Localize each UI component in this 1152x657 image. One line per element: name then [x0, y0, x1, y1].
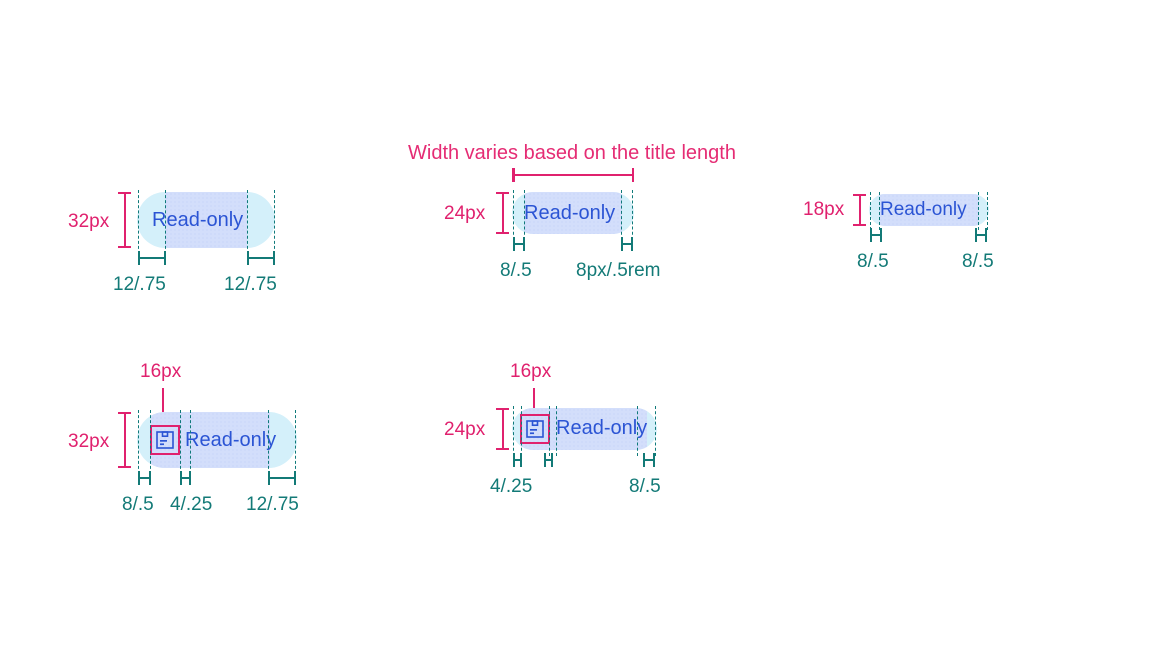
guide-line — [138, 190, 139, 254]
guide-line — [621, 190, 622, 240]
guide-line — [632, 190, 633, 240]
guide-line — [870, 192, 871, 230]
width-note-label: Width varies based on the title length — [408, 142, 736, 164]
icon-size-label: 16px — [510, 361, 552, 382]
icon-callout-leader-line — [533, 388, 535, 418]
padding-measure-beam — [513, 453, 522, 467]
tag-content-band — [879, 194, 979, 226]
padding-label: 12/.75 — [224, 274, 277, 295]
height-measure-beam — [496, 408, 509, 450]
tag-label: Read-only — [556, 417, 648, 439]
padding-label: 12/.75 — [246, 494, 299, 515]
tag-label: Read-only — [880, 199, 967, 220]
padding-label: 8px/.5rem — [576, 260, 661, 281]
tag-label: Read-only — [524, 202, 616, 224]
padding-measure-beam — [180, 471, 191, 485]
padding-measure-beam — [544, 453, 553, 467]
tag-label: Read-only — [185, 429, 277, 451]
tag-chip — [869, 194, 989, 226]
padding-measure-beam — [138, 251, 166, 265]
padding-measure-beam — [513, 237, 525, 251]
height-measure-beam — [118, 192, 131, 248]
padding-label: 4/.25 — [490, 476, 533, 497]
guide-line — [247, 190, 248, 254]
guide-line — [138, 410, 139, 474]
box-icon — [520, 414, 550, 444]
guide-line — [295, 410, 296, 474]
guide-line — [637, 406, 638, 456]
tag-label: Read-only — [152, 209, 244, 231]
guide-line — [165, 190, 166, 254]
guide-line — [549, 406, 550, 456]
guide-line — [521, 406, 522, 456]
padding-measure-beam — [138, 471, 151, 485]
padding-measure-beam — [975, 228, 987, 242]
guide-line — [274, 190, 275, 254]
tag-chip — [512, 192, 634, 234]
tag-chip — [137, 192, 275, 248]
guide-line — [150, 410, 151, 474]
padding-label: 12/.75 — [113, 274, 166, 295]
tag-chip — [137, 412, 297, 468]
height-label: 24px — [444, 203, 486, 224]
tag-content-band — [165, 192, 247, 248]
padding-measure-beam — [870, 228, 882, 242]
padding-measure-beam — [247, 251, 275, 265]
box-icon — [150, 425, 180, 455]
guide-line — [655, 406, 656, 456]
height-label: 18px — [803, 199, 845, 220]
height-measure-beam — [853, 194, 866, 226]
padding-measure-beam — [268, 471, 296, 485]
height-measure-beam — [496, 192, 509, 234]
padding-measure-beam — [643, 453, 655, 467]
guide-line — [879, 192, 880, 230]
padding-label: 8/.5 — [857, 251, 889, 272]
padding-label: 4/.25 — [170, 494, 213, 515]
tag-content-band — [524, 192, 622, 234]
height-label: 32px — [68, 211, 110, 232]
guide-line — [513, 406, 514, 456]
padding-label: 8/.5 — [500, 260, 532, 281]
height-label: 24px — [444, 419, 486, 440]
guide-line — [978, 192, 979, 230]
guide-line — [524, 190, 525, 240]
padding-label: 8/.5 — [629, 476, 661, 497]
icon-callout-leader-line — [162, 388, 164, 430]
guide-line — [556, 406, 557, 456]
guide-line — [180, 410, 181, 474]
guide-line — [513, 190, 514, 240]
width-measure-beam — [512, 168, 634, 182]
guide-line — [190, 410, 191, 474]
guide-line — [987, 192, 988, 230]
padding-label: 8/.5 — [962, 251, 994, 272]
height-measure-beam — [118, 412, 131, 468]
padding-measure-beam — [621, 237, 633, 251]
height-label: 32px — [68, 431, 110, 452]
guide-line — [268, 410, 269, 474]
padding-label: 8/.5 — [122, 494, 154, 515]
tag-content-band — [151, 412, 270, 468]
icon-size-label: 16px — [140, 361, 182, 382]
